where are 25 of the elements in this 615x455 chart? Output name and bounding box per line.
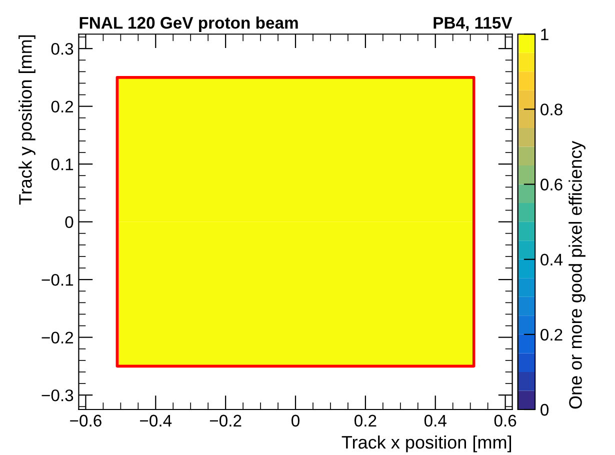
y-tick-label: −0.3 <box>42 389 74 402</box>
chart-subtitle: PB4, 115V <box>434 17 512 32</box>
y-tick-label: −0.1 <box>42 274 74 286</box>
color-bar-title: One or more good pixel efficiency <box>568 140 586 409</box>
x-tick-label: 0 <box>292 414 300 427</box>
x-tick-label: −0.6 <box>70 414 102 427</box>
x-tick-label: 0.6 <box>494 414 516 427</box>
y-tick-label: 0.3 <box>51 42 74 55</box>
color-bar-label: 0.8 <box>540 104 562 116</box>
color-bar-label: 0.2 <box>540 328 562 341</box>
color-bar-label: 0.6 <box>540 178 562 190</box>
color-bar-label: 0 <box>540 404 549 416</box>
y-tick-label: −0.2 <box>42 332 74 344</box>
y-tick-label: 0.1 <box>51 158 74 170</box>
x-tick-label: −0.2 <box>210 414 242 427</box>
x-tick-label: 0.4 <box>424 414 446 427</box>
color-bar-label: 1 <box>541 28 548 40</box>
x-tick-label: −0.4 <box>140 414 172 427</box>
y-axis-title: Track y position [mm] <box>18 35 36 205</box>
x-tick-label: 0.2 <box>354 414 376 427</box>
y-tick-label: 0.2 <box>51 100 74 113</box>
x-axis-title: Track x position [mm] <box>342 435 512 452</box>
color-bar-label: 0.4 <box>540 254 563 266</box>
y-tick-label: 0 <box>65 216 74 228</box>
chart-title: FNAL 120 GeV proton beam <box>80 16 298 32</box>
